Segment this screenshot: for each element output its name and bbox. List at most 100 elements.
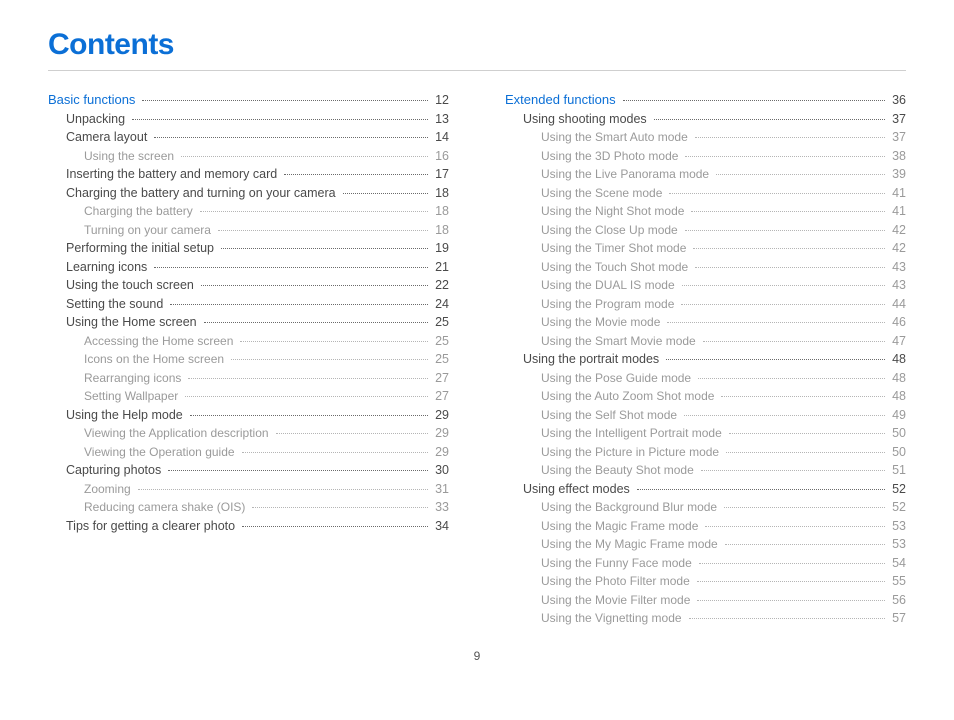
toc-entry[interactable]: Using the Help mode29 [48,409,449,422]
toc-leader-dots [284,174,428,175]
toc-page-number: 37 [888,131,906,144]
toc-entry[interactable]: Using the touch screen22 [48,279,449,292]
toc-leader-dots [218,230,428,231]
toc-entry[interactable]: Using the Beauty Shot mode51 [505,464,906,477]
toc-entry[interactable]: Viewing the Application description 29 [48,427,449,440]
toc-entry[interactable]: Camera layout14 [48,131,449,144]
toc-page-number: 38 [888,150,906,163]
toc-leader-dots [142,100,428,101]
toc-entry[interactable]: Using the Program mode44 [505,298,906,311]
toc-entry[interactable]: Icons on the Home screen25 [48,353,449,366]
toc-entry[interactable]: Using the Photo Filter mode55 [505,575,906,588]
toc-leader-dots [703,341,885,342]
toc-leader-dots [154,267,428,268]
toc-entry[interactable]: Extended functions36 [505,93,906,107]
toc-entry[interactable]: Using the portrait modes48 [505,353,906,366]
toc-entry[interactable]: Using the screen16 [48,150,449,163]
toc-label: Using the Picture in Picture mode [541,446,723,458]
toc-page-number: 47 [888,335,906,348]
toc-label: Setting Wallpaper [84,390,182,402]
toc-entry[interactable]: Using shooting modes37 [505,113,906,126]
toc-entry[interactable]: Using the Magic Frame mode53 [505,520,906,533]
toc-entry[interactable]: Using the Night Shot mode41 [505,205,906,218]
toc-page-number: 33 [431,501,449,514]
toc-entry[interactable]: Using the Vignetting mode57 [505,612,906,625]
toc-label: Using the Photo Filter mode [541,575,694,587]
toc-leader-dots [190,415,428,416]
toc-page-number: 39 [888,168,906,181]
toc-leader-dots [170,304,428,305]
toc-label: Rearranging icons [84,372,185,384]
toc-entry[interactable]: Setting Wallpaper27 [48,390,449,403]
toc-label: Using the My Magic Frame mode [541,538,722,550]
toc-label: Using the Home screen [66,316,201,329]
toc-label: Charging the battery and turning on your… [66,187,340,200]
toc-entry[interactable]: Using the Background Blur mode52 [505,501,906,514]
toc-entry[interactable]: Using the Live Panorama mode39 [505,168,906,181]
toc-entry[interactable]: Tips for getting a clearer photo34 [48,520,449,533]
toc-page-number: 43 [888,279,906,292]
toc-entry[interactable]: Using the Close Up mode42 [505,224,906,237]
toc-leader-dots [695,137,885,138]
toc-entry[interactable]: Basic functions12 [48,93,449,107]
toc-entry[interactable]: Using the My Magic Frame mode53 [505,538,906,551]
toc-page-number: 25 [431,353,449,366]
toc-entry[interactable]: Using the Timer Shot mode42 [505,242,906,255]
toc-entry[interactable]: Accessing the Home screen 25 [48,335,449,348]
toc-label: Using shooting modes [523,113,651,126]
toc-entry[interactable]: Using the Funny Face mode54 [505,557,906,570]
toc-entry[interactable]: Unpacking13 [48,113,449,126]
toc-page-number: 25 [431,335,449,348]
toc-label: Using the Scene mode [541,187,666,199]
toc-entry[interactable]: Using the Touch Shot mode43 [505,261,906,274]
toc-entry[interactable]: Rearranging icons27 [48,372,449,385]
toc-entry[interactable]: Using the Movie Filter mode56 [505,594,906,607]
toc-page-number: 51 [888,464,906,477]
toc-leader-dots [729,433,885,434]
toc-leader-dots [185,396,428,397]
toc-entry[interactable]: Capturing photos30 [48,464,449,477]
toc-page-number: 29 [431,409,449,422]
toc-leader-dots [181,156,428,157]
toc-leader-dots [685,156,885,157]
toc-entry[interactable]: Using the Self Shot mode49 [505,409,906,422]
toc-entry[interactable]: Using the Home screen25 [48,316,449,329]
toc-entry[interactable]: Using the Pose Guide mode48 [505,372,906,385]
toc-label: Accessing the Home screen [84,335,237,347]
toc-entry[interactable]: Using the Smart Auto mode37 [505,131,906,144]
toc-entry[interactable]: Viewing the Operation guide29 [48,446,449,459]
toc-page-number: 29 [431,427,449,440]
toc-label: Using the Magic Frame mode [541,520,702,532]
toc-entry[interactable]: Using the Picture in Picture mode50 [505,446,906,459]
toc-entry[interactable]: Turning on your camera18 [48,224,449,237]
toc-leader-dots [726,452,885,453]
toc-label: Using the screen [84,150,178,162]
toc-leader-dots [698,378,885,379]
toc-page-number: 48 [888,372,906,385]
toc-entry[interactable]: Using the Scene mode41 [505,187,906,200]
toc-label: Camera layout [66,131,151,144]
toc-entry[interactable]: Zooming31 [48,483,449,496]
toc-entry[interactable]: Performing the initial setup19 [48,242,449,255]
toc-entry[interactable]: Reducing camera shake (OIS)33 [48,501,449,514]
toc-label: Learning icons [66,261,151,274]
toc-entry[interactable]: Learning icons21 [48,261,449,274]
toc-page-number: 48 [888,390,906,403]
toc-entry[interactable]: Charging the battery18 [48,205,449,218]
toc-entry[interactable]: Using the Auto Zoom Shot mode48 [505,390,906,403]
toc-entry[interactable]: Setting the sound24 [48,298,449,311]
toc-entry[interactable]: Using the 3D Photo mode38 [505,150,906,163]
toc-entry[interactable]: Charging the battery and turning on your… [48,187,449,200]
toc-leader-dots [699,563,885,564]
toc-label: Viewing the Application description [84,427,273,439]
toc-entry[interactable]: Using the Smart Movie mode47 [505,335,906,348]
toc-leader-dots [252,507,428,508]
toc-entry[interactable]: Using effect modes52 [505,483,906,496]
toc-page-number: 49 [888,409,906,422]
toc-page-number: 17 [431,168,449,181]
toc-leader-dots [697,581,885,582]
toc-entry[interactable]: Using the DUAL IS mode43 [505,279,906,292]
toc-entry[interactable]: Using the Intelligent Portrait mode50 [505,427,906,440]
toc-entry[interactable]: Inserting the battery and memory card17 [48,168,449,181]
toc-entry[interactable]: Using the Movie mode46 [505,316,906,329]
